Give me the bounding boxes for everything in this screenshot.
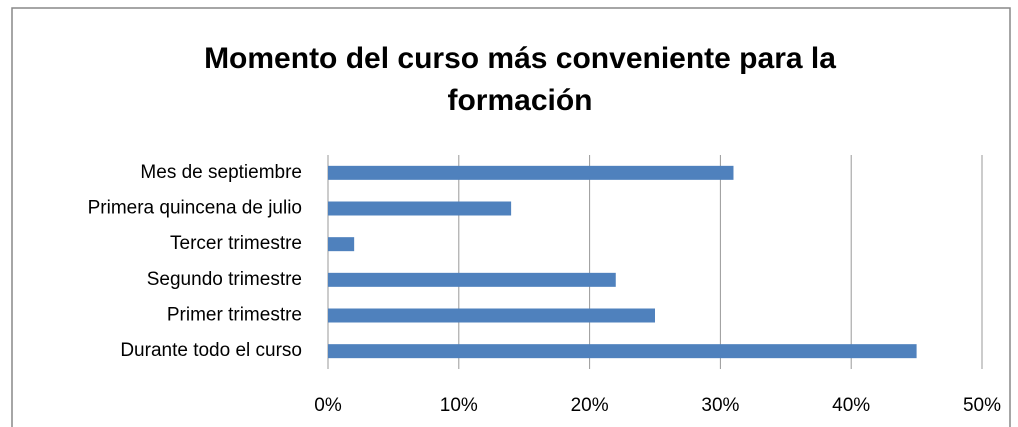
- y-tick-label: Segundo trimestre: [147, 269, 302, 290]
- x-tick-label: 0%: [314, 395, 342, 416]
- bar: [328, 237, 355, 252]
- chart-title: Momento del curso más conveniente para l…: [204, 42, 836, 117]
- x-tick-label: 10%: [440, 395, 478, 416]
- bar: [328, 165, 734, 180]
- y-tick-label: Mes de septiembre: [140, 162, 302, 183]
- y-tick-label: Primer trimestre: [167, 305, 302, 326]
- y-tick-label: Tercer trimestre: [170, 233, 302, 254]
- bar: [328, 308, 655, 323]
- bar: [328, 344, 917, 359]
- y-tick-label: Primera quincena de julio: [88, 198, 302, 219]
- y-tick-label: Durante todo el curso: [120, 340, 302, 361]
- x-tick-label: 20%: [571, 395, 609, 416]
- x-tick-label: 50%: [963, 395, 1001, 416]
- x-tick-label: 30%: [701, 395, 739, 416]
- chart-border: [11, 7, 1011, 427]
- bar: [328, 201, 512, 216]
- bar: [328, 272, 616, 287]
- x-tick-label: 40%: [832, 395, 870, 416]
